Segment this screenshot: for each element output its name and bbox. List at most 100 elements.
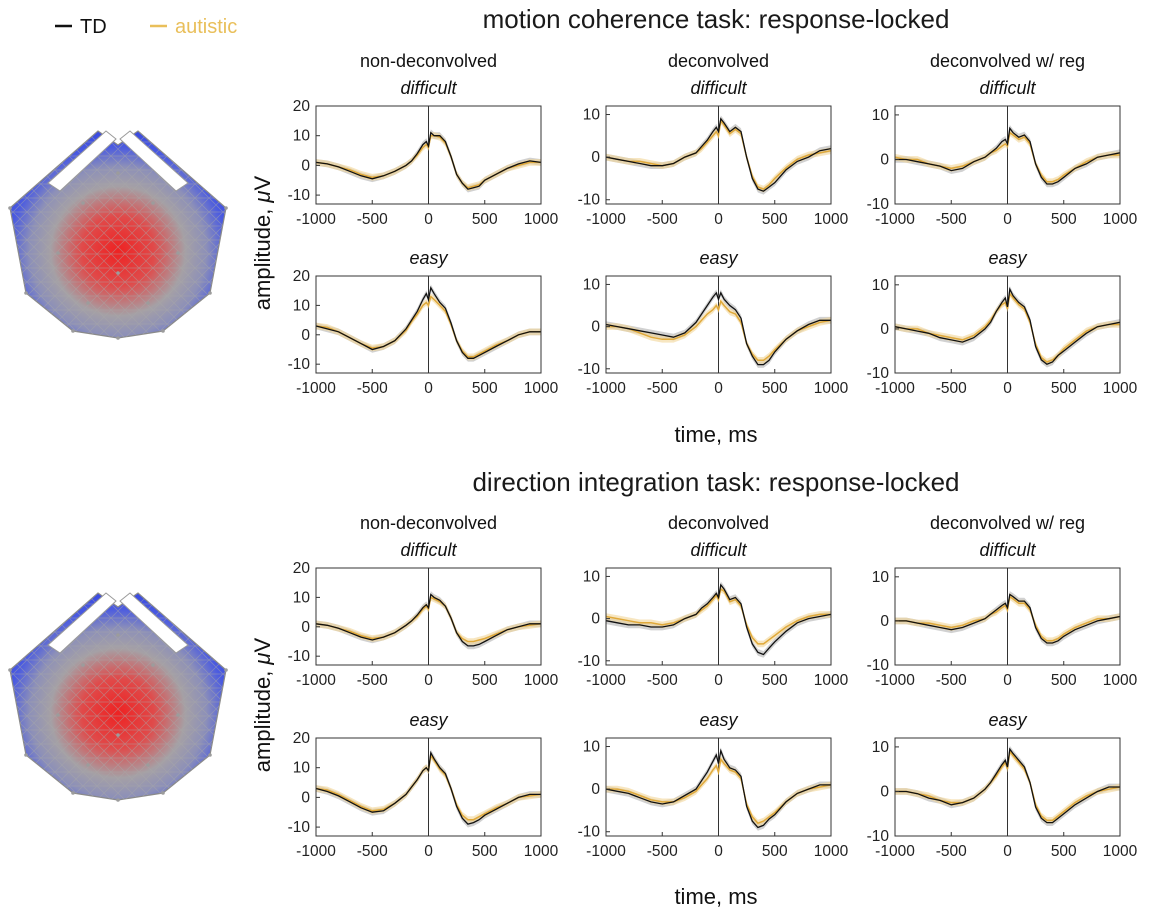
series-line-autistic <box>315 753 542 821</box>
condition-label: difficult <box>400 540 457 560</box>
y-tick-label: -10 <box>867 365 890 382</box>
x-tick-label: 0 <box>1003 843 1012 860</box>
series-line-td <box>895 126 1121 185</box>
y-tick-label: 10 <box>583 739 601 756</box>
series-line-autistic <box>894 291 1120 363</box>
y-tick-label: 10 <box>872 739 890 756</box>
x-tick-label: -1000 <box>875 843 915 860</box>
series-line-td <box>895 747 1120 824</box>
y-tick-label: -10 <box>288 187 311 204</box>
x-tick-label: 500 <box>472 211 498 228</box>
panel-1-difficult-1: deconvolved difficult -1000 -500 0 500 1000 -10… <box>578 513 849 689</box>
column-title: non-deconvolved <box>360 513 497 533</box>
y-tick-label: -10 <box>578 653 601 670</box>
x-tick-label: -500 <box>357 843 388 860</box>
y-tick-label: 10 <box>872 569 890 586</box>
y-tick-label: 0 <box>591 149 600 166</box>
x-tick-label: 1000 <box>814 211 849 228</box>
error-band-autistic <box>316 132 541 191</box>
x-tick-label: 500 <box>1051 380 1077 397</box>
series-line-td <box>605 583 832 656</box>
x-tick-label: 0 <box>714 843 723 860</box>
series-line-td <box>315 131 542 190</box>
x-tick-label: -1000 <box>296 211 336 228</box>
condition-label: difficult <box>690 78 747 98</box>
error-band-autistic <box>895 593 1120 645</box>
panel-0-easy-1: easy -1000 -500 0 500 1000 -10 0 10 <box>578 248 849 397</box>
condition-label: difficult <box>979 540 1036 560</box>
column-title: deconvolved <box>668 51 769 71</box>
x-tick-label: -500 <box>647 843 678 860</box>
panel-1-easy-0: easy -1000 -500 0 500 1000 -10 0 10 20 <box>288 710 559 860</box>
x-tick-label: -1000 <box>586 843 626 860</box>
x-tick-label: 0 <box>1003 672 1012 689</box>
y-tick-label: 20 <box>293 730 311 747</box>
y-tick-label: 10 <box>583 107 601 124</box>
x-tick-label: 1000 <box>1103 843 1138 860</box>
x-tick-label: -500 <box>647 211 678 228</box>
y-tick-label: 10 <box>583 276 601 293</box>
x-tick-label: 0 <box>714 380 723 397</box>
condition-label: easy <box>699 248 738 268</box>
y-tick-label: 20 <box>293 268 311 285</box>
x-tick-label: 1000 <box>1103 380 1138 397</box>
x-tick-label: -500 <box>936 843 967 860</box>
y-axis-label: amplitude, μV <box>250 176 275 311</box>
y-tick-label: 0 <box>591 611 600 628</box>
x-tick-label: -1000 <box>296 843 336 860</box>
error-band-autistic <box>606 298 831 364</box>
y-tick-label: 10 <box>872 107 890 124</box>
series-line-td <box>315 285 541 359</box>
y-tick-label: 0 <box>880 613 889 630</box>
section-title-direction-integration: direction integration task: response-loc… <box>472 467 959 497</box>
x-tick-label: -1000 <box>586 672 626 689</box>
y-tick-label: -10 <box>578 192 601 209</box>
y-tick-label: -10 <box>867 196 890 213</box>
legend: TD autistic <box>55 16 237 38</box>
x-tick-label: -1000 <box>875 672 915 689</box>
x-tick-label: 1000 <box>524 380 559 397</box>
x-tick-label: 1000 <box>814 380 849 397</box>
y-tick-label: 0 <box>880 783 889 800</box>
condition-label: easy <box>409 248 448 268</box>
x-tick-label: 500 <box>472 843 498 860</box>
x-tick-label: 500 <box>472 672 498 689</box>
series-line-td <box>895 593 1121 644</box>
y-tick-label: 10 <box>293 589 311 606</box>
x-tick-label: 0 <box>1003 380 1012 397</box>
y-tick-label: 10 <box>293 297 311 314</box>
x-tick-label: 500 <box>762 672 788 689</box>
error-band-td <box>895 591 1120 647</box>
x-tick-label: 1000 <box>524 672 559 689</box>
x-tick-label: 500 <box>1051 672 1077 689</box>
x-tick-label: -500 <box>936 672 967 689</box>
condition-label: difficult <box>979 78 1036 98</box>
y-tick-label: -10 <box>578 361 601 378</box>
y-tick-label: 0 <box>301 327 310 344</box>
series-line-autistic <box>895 749 1121 822</box>
x-tick-label: 500 <box>1051 843 1077 860</box>
x-tick-label: 0 <box>714 672 723 689</box>
panel-0-easy-0: easy -1000 -500 0 500 1000 -10 0 10 20 <box>288 248 559 397</box>
section-title-motion-coherence: motion coherence task: response-locked <box>483 4 950 34</box>
x-tick-label: -500 <box>357 380 388 397</box>
x-axis-label: time, ms <box>674 884 757 909</box>
panel-0-difficult-1: deconvolved difficult -1000 -500 0 500 1000 -10… <box>578 51 849 228</box>
x-tick-label: -500 <box>357 211 388 228</box>
y-tick-label: 20 <box>293 98 311 115</box>
condition-label: difficult <box>690 540 747 560</box>
y-tick-label: 10 <box>293 128 311 145</box>
series-line-autistic <box>894 131 1120 183</box>
column-title: deconvolved <box>668 513 769 533</box>
error-band-td <box>895 124 1120 188</box>
x-tick-label: 0 <box>424 843 433 860</box>
legend-label-td: TD <box>80 16 107 38</box>
series-line-td <box>605 291 831 366</box>
y-tick-label: 10 <box>583 568 601 585</box>
series-line-td <box>315 593 541 647</box>
error-band-autistic <box>895 290 1120 366</box>
y-tick-label: 10 <box>872 277 890 294</box>
x-tick-label: 0 <box>714 211 723 228</box>
